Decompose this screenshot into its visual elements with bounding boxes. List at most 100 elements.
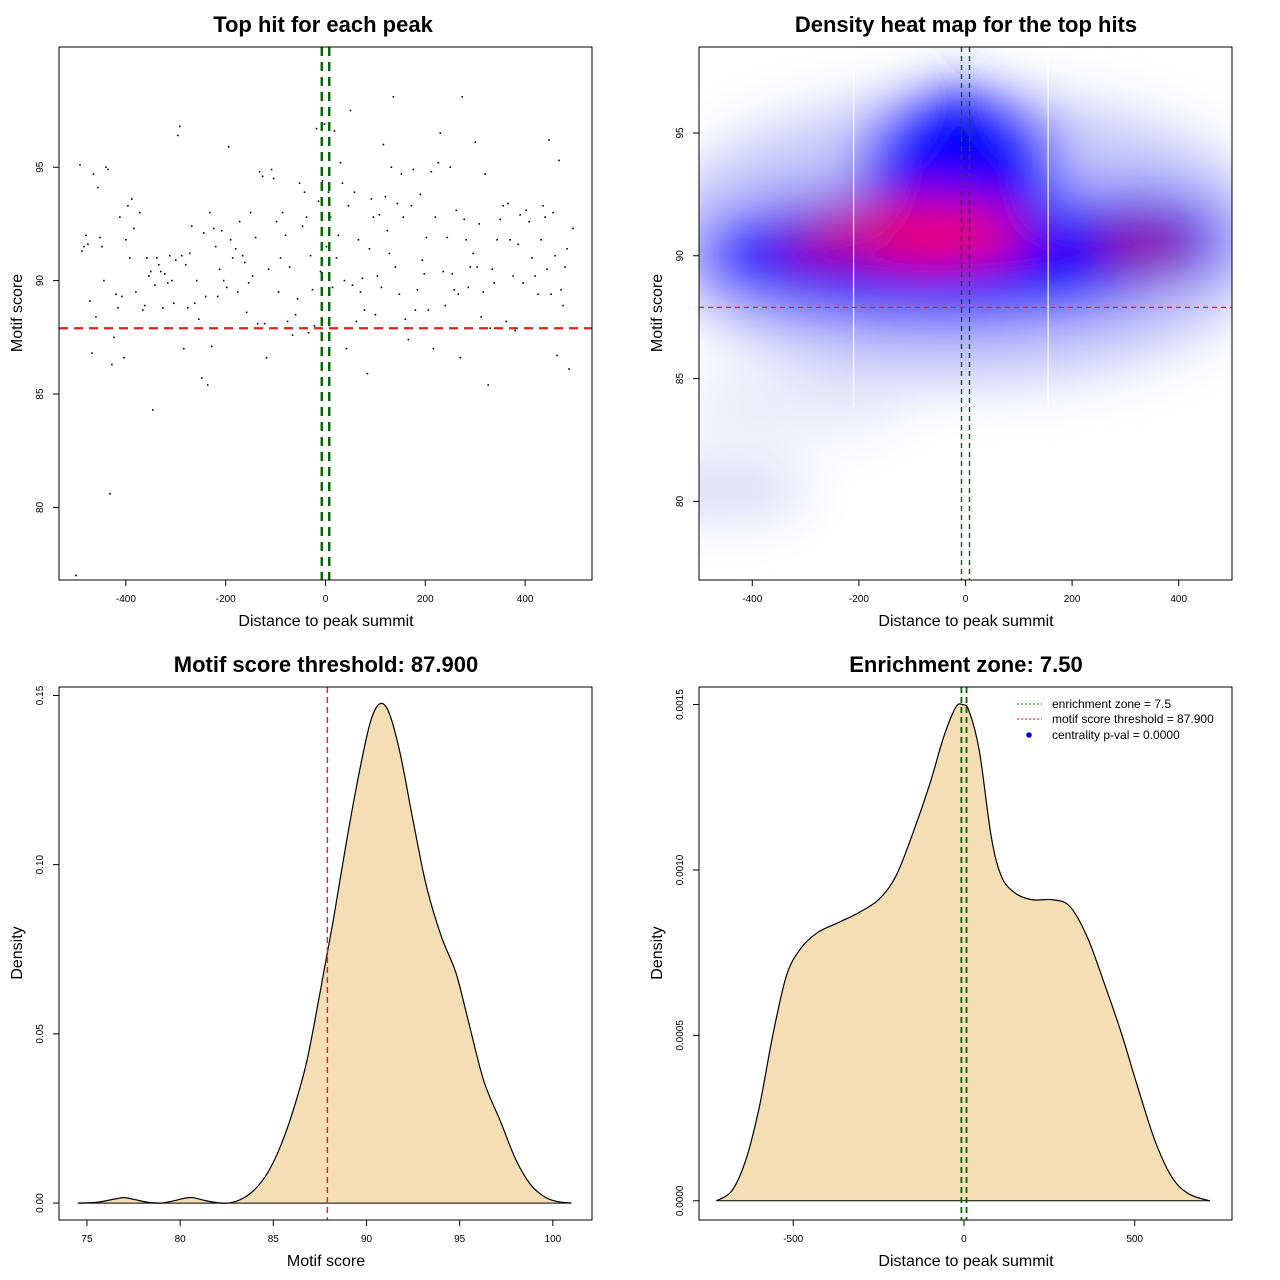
scatter-point [227, 145, 230, 148]
scatter-point [341, 182, 344, 184]
scatter-y-tick-label: 90 [35, 275, 46, 287]
heatmap-axes: -400 -200 0 200 400 80 85 90 95 [675, 127, 1187, 605]
scatter-point [361, 277, 364, 280]
scatter-point [552, 211, 554, 214]
scatter-point [439, 132, 442, 134]
scatter-point [107, 168, 109, 171]
scatter-point [220, 229, 223, 232]
scatter-point [550, 293, 552, 296]
scatter-point [270, 168, 273, 171]
scatter-point [517, 243, 519, 246]
scatter-point [472, 252, 475, 255]
scatter-point [195, 279, 198, 282]
scatter-point [412, 168, 415, 171]
scatter-point [546, 268, 548, 271]
score-density-curve [77, 702, 572, 1204]
scatter-point [394, 266, 397, 268]
scatter-point [144, 304, 146, 307]
scatter-point [197, 318, 200, 320]
score-density-ylabel: Density [9, 926, 26, 979]
scatter-point [427, 309, 430, 311]
scatter-point [135, 291, 137, 293]
scatter-point [241, 254, 244, 257]
scatter-point [178, 125, 181, 128]
score-density-x-tick-label: 100 [545, 1234, 562, 1245]
scatter-point [216, 295, 219, 298]
distance-density-x-tick-label: -500 [783, 1234, 803, 1245]
scatter-point [376, 275, 379, 277]
distance-density-curve [716, 703, 1210, 1202]
scatter-point [162, 307, 164, 309]
score-density-x-tick-label: 75 [81, 1234, 93, 1245]
scatter-point [459, 356, 462, 359]
scatter-point [522, 282, 524, 284]
distance-density-y-tick-label: 0.0005 [675, 1020, 686, 1051]
scatter-point [89, 300, 91, 302]
scatter-point [111, 363, 113, 366]
scatter-point [238, 220, 241, 223]
scatter-point [493, 282, 495, 284]
heatmap-density [699, 90, 1232, 518]
scatter-point [249, 211, 252, 214]
scatter-point [329, 216, 332, 218]
distance-density-x-tick-label: 500 [1126, 1234, 1143, 1245]
score-density-y-tick-label: 0.15 [35, 685, 46, 705]
scatter-point [366, 372, 369, 375]
scatter-point [311, 288, 314, 291]
score-density-x-tick-label: 80 [175, 1234, 187, 1245]
panel-scatter: Top hit for each peak -400 -200 0 200 400 80 8… [9, 12, 593, 630]
scatter-point [251, 275, 254, 277]
scatter-point [247, 282, 250, 284]
scatter-point [562, 304, 564, 307]
scatter-point [568, 368, 570, 370]
score-density-x-tick-label: 90 [361, 1234, 373, 1245]
scatter-point [105, 166, 107, 169]
scatter-point [127, 204, 129, 207]
scatter-point [502, 204, 504, 207]
scatter-point [416, 288, 419, 291]
scatter-point [325, 245, 328, 248]
scatter-point [160, 270, 162, 273]
scatter-point [558, 159, 560, 162]
scatter-point [321, 180, 324, 182]
scatter-point [382, 143, 385, 146]
scatter-point [97, 186, 99, 189]
scatter-point [474, 141, 477, 144]
scatter-point [245, 311, 248, 314]
scatter-point [279, 257, 282, 259]
scatter-point [540, 238, 542, 241]
score-density-y-tick-label: 0.10 [35, 854, 46, 874]
heat-blob-warm-right [1090, 220, 1200, 270]
panel-heatmap: Density heat map for the top hits -400 -2… [649, 12, 1233, 630]
scatter-point [410, 204, 413, 207]
scatter-point [453, 288, 456, 291]
scatter-point [451, 273, 454, 275]
scatter-point [461, 96, 464, 98]
scatter-point [190, 225, 193, 227]
scatter-point [370, 198, 373, 200]
scatter-point [425, 236, 428, 239]
scatter-point [368, 248, 371, 250]
score-density-area [77, 703, 572, 1204]
scatter-point [291, 334, 294, 336]
scatter-point [123, 356, 125, 359]
scatter-point [333, 130, 336, 132]
scatter-point [345, 347, 348, 350]
scatter-point [184, 263, 187, 266]
scatter-point [315, 127, 318, 130]
scatter-point [263, 322, 266, 325]
legend-pval-swatch [1026, 732, 1032, 738]
scatter-point [166, 282, 169, 284]
scatter-point [487, 384, 489, 386]
scatter-point [331, 286, 334, 289]
scatter-point [298, 182, 301, 184]
heatmap-lines [699, 47, 1232, 580]
scatter-point [363, 309, 366, 311]
scatter-point [103, 279, 105, 282]
scatter-point [531, 257, 533, 259]
scatter-point [286, 320, 289, 323]
scatter-point [200, 377, 203, 379]
heatmap-xlabel: Distance to peak summit [878, 613, 1054, 630]
heatmap-ylabel: Motif score [649, 274, 666, 352]
scatter-point [101, 245, 103, 248]
